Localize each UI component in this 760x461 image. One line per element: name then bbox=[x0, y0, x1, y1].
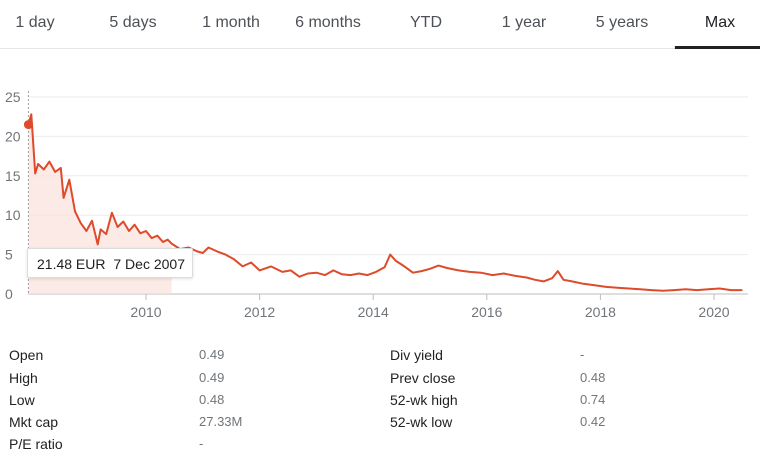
chart-y-axis: 0 5 10 15 20 25 bbox=[5, 89, 21, 302]
price-line bbox=[27, 113, 743, 292]
stat-pe-label: P/E ratio bbox=[9, 436, 63, 452]
y-tick-label: 25 bbox=[5, 89, 21, 105]
stat-high-value: 0.49 bbox=[199, 370, 225, 385]
stat-52wk-high-label: 52-wk high bbox=[390, 392, 458, 408]
x-tick-label: 2012 bbox=[244, 304, 275, 320]
tab-1-year[interactable]: 1 year bbox=[501, 14, 547, 31]
y-tick-label: 0 bbox=[5, 286, 13, 302]
stat-mktcap-value: 27.33M bbox=[199, 414, 243, 429]
y-tick-label: 20 bbox=[5, 128, 21, 144]
tooltip-price: 21.48 EUR bbox=[37, 256, 106, 272]
stat-52wk-low-label: 52-wk low bbox=[390, 414, 453, 430]
tab-1-day[interactable]: 1 day bbox=[15, 14, 55, 31]
chart-x-axis: 2010 2012 2014 2016 2018 2020 bbox=[130, 294, 730, 320]
tab-5-years[interactable]: 5 years bbox=[595, 14, 649, 31]
tab-6-months[interactable]: 6 months bbox=[295, 14, 361, 31]
stat-high-label: High bbox=[9, 370, 38, 386]
x-tick-label: 2010 bbox=[130, 304, 161, 320]
price-tooltip: 21.48 EUR 7 Dec 2007 bbox=[27, 248, 193, 278]
stat-prevclose-value: 0.48 bbox=[580, 370, 606, 385]
price-chart[interactable]: 0 5 10 15 20 25 2010 2012 2014 2016 2018 2020 bbox=[0, 80, 760, 325]
tab-1-month[interactable]: 1 month bbox=[202, 14, 260, 31]
y-tick-label: 15 bbox=[5, 168, 21, 184]
stat-low-value: 0.48 bbox=[199, 392, 225, 407]
stat-divyield-value: - bbox=[580, 347, 585, 362]
stat-pe-value: - bbox=[199, 436, 204, 451]
stat-prevclose-label: Prev close bbox=[390, 370, 456, 386]
tab-ytd[interactable]: YTD bbox=[410, 14, 442, 31]
x-tick-label: 2020 bbox=[698, 304, 729, 320]
x-tick-label: 2018 bbox=[585, 304, 616, 320]
x-tick-label: 2016 bbox=[471, 304, 502, 320]
stat-52wk-low-value: 0.42 bbox=[580, 414, 606, 429]
tab-5-days[interactable]: 5 days bbox=[109, 14, 157, 31]
stat-mktcap-label: Mkt cap bbox=[9, 414, 59, 430]
stat-open-label: Open bbox=[9, 347, 44, 363]
x-tick-label: 2014 bbox=[358, 304, 389, 320]
stat-divyield-label: Div yield bbox=[390, 347, 443, 363]
stat-52wk-high-value: 0.74 bbox=[580, 392, 606, 407]
key-stats-table: Open 0.49 High 0.49 Low 0.48 Mkt cap 27.… bbox=[0, 338, 760, 458]
range-tabs: 1 day 5 days 1 month 6 months YTD 1 year… bbox=[0, 0, 760, 49]
y-tick-label: 5 bbox=[5, 247, 13, 263]
hover-cursor-dot bbox=[23, 120, 33, 130]
y-tick-label: 10 bbox=[5, 207, 21, 223]
stat-low-label: Low bbox=[9, 392, 35, 408]
tooltip-date: 7 Dec 2007 bbox=[113, 256, 185, 272]
stat-open-value: 0.49 bbox=[199, 347, 225, 362]
tab-max[interactable]: Max bbox=[674, 0, 760, 49]
